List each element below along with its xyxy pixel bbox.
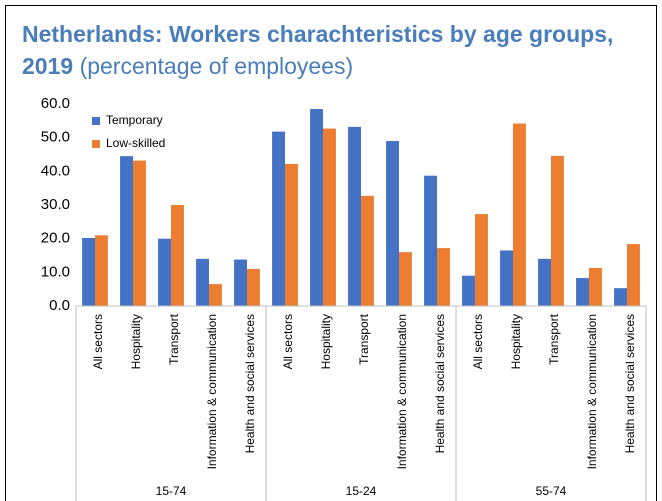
bar: [209, 284, 222, 306]
chart-title: Netherlands: Workers charachteristics by…: [22, 21, 614, 79]
title-block: Netherlands: Workers charachteristics by…: [22, 18, 642, 82]
x-tick-label: All sectors: [281, 314, 295, 369]
legend-swatch: [92, 140, 100, 148]
bar: [247, 268, 260, 306]
bar: [348, 126, 361, 306]
bar: [386, 141, 399, 306]
x-tick-label: Transport: [167, 313, 181, 365]
bar: [120, 156, 133, 306]
bar: [627, 244, 640, 306]
bar: [424, 175, 437, 306]
x-tick-label: Hospitality: [129, 314, 143, 369]
group-label: 55-74: [536, 484, 567, 498]
bar: [361, 195, 374, 306]
chart-frame: Netherlands: Workers charachteristics by…: [5, 5, 657, 501]
bar: [285, 163, 298, 306]
bar: [158, 238, 171, 306]
bar: [437, 248, 450, 306]
y-tick-label: 30.0: [41, 196, 70, 213]
bar: [614, 288, 627, 306]
bar: [475, 214, 488, 306]
bar: [462, 275, 475, 306]
x-tick-label: Health and social services: [623, 314, 637, 453]
x-tick-label: All sectors: [91, 314, 105, 369]
bar: [589, 267, 602, 306]
x-tick-label: Information & communication: [395, 314, 409, 469]
group-label: 15-24: [346, 484, 377, 498]
bar: [323, 128, 336, 306]
x-tick-label: Information & communication: [205, 314, 219, 469]
bar: [82, 237, 95, 306]
x-tick-label: Health and social services: [243, 314, 257, 453]
bar: [272, 131, 285, 306]
y-tick-label: 60.0: [41, 95, 70, 112]
bar: [576, 278, 589, 306]
y-tick-label: 50.0: [41, 129, 70, 146]
bar: [234, 259, 247, 306]
bar: [310, 109, 323, 306]
legend-label: Temporary: [106, 113, 163, 127]
y-tick-label: 10.0: [41, 263, 70, 280]
x-tick-label: Information & communication: [585, 314, 599, 469]
bar: [513, 123, 526, 306]
x-tick-label: Transport: [357, 313, 371, 365]
legend-swatch: [92, 117, 100, 125]
bar: [399, 252, 412, 306]
y-tick-label: 40.0: [41, 162, 70, 179]
chart-subtitle: (percentage of employees): [79, 53, 354, 79]
bar: [196, 258, 209, 306]
y-tick-label: 0.0: [49, 297, 70, 314]
bar: [538, 258, 551, 306]
x-tick-label: All sectors: [471, 314, 485, 369]
group-label: 15-74: [156, 484, 187, 498]
bar: [133, 160, 146, 306]
x-tick-label: Hospitality: [319, 314, 333, 369]
bar: [95, 235, 108, 306]
x-tick-label: Health and social services: [433, 314, 447, 453]
y-tick-label: 20.0: [41, 230, 70, 247]
bar: [551, 155, 564, 306]
chart: 0.0 10.0 20.0 30.0 40.0 50.0 60.0 All sectors Ho…: [41, 95, 647, 501]
bar: [500, 250, 513, 306]
x-tick-label: Hospitality: [509, 314, 523, 369]
legend-label: Low-skilled: [106, 136, 165, 150]
x-tick-label: Transport: [547, 313, 561, 365]
bar: [171, 205, 184, 306]
